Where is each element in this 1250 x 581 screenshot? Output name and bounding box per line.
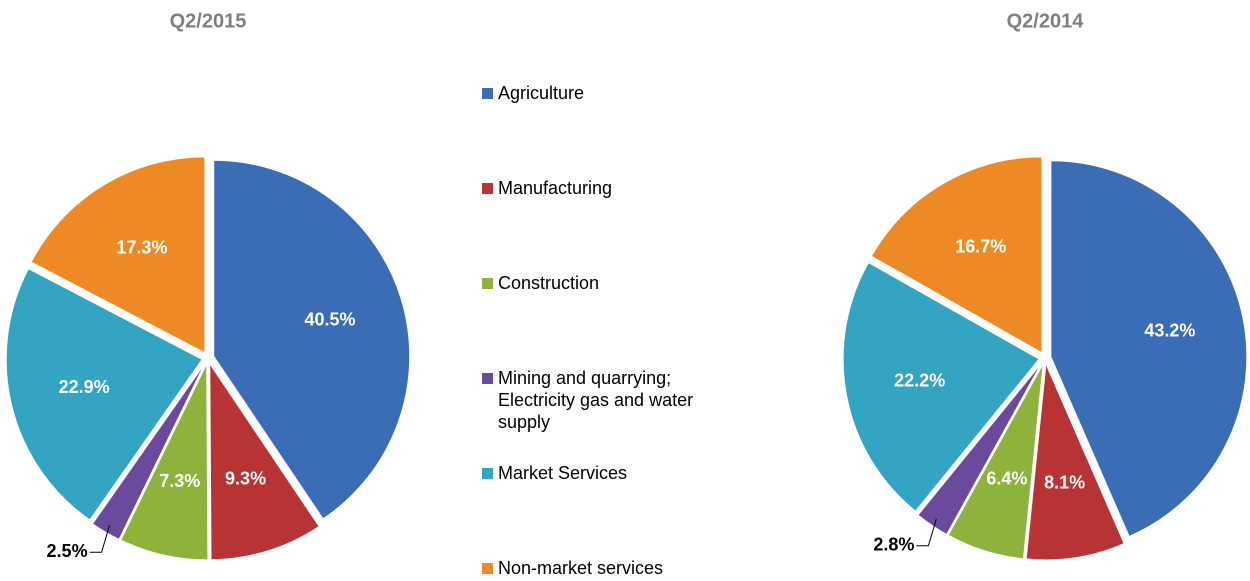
pie-slice (1025, 361, 1125, 561)
legend-swatch (482, 183, 493, 194)
legend-label: Agriculture (498, 83, 585, 103)
chart-title: Q2/2015 (170, 10, 247, 32)
pie-slice (870, 156, 1043, 354)
legend-item: Market Services (482, 462, 732, 484)
legend-swatch (482, 278, 493, 289)
leader-line (89, 525, 111, 553)
data-label: 8.1% (1044, 473, 1085, 493)
legend-label: Manufacturing (498, 178, 613, 198)
pie-slice (947, 363, 1044, 560)
legend-label: Mining and quarrying; Electricity gas an… (498, 368, 694, 432)
data-label: 2.5% (47, 541, 88, 561)
leader-line (916, 518, 937, 547)
legend-swatch (482, 88, 493, 99)
data-label: 22.9% (59, 377, 110, 397)
legend-item: Manufacturing (482, 177, 732, 199)
legend-swatch (482, 468, 493, 479)
legend-item: Mining and quarrying; Electricity gas an… (482, 367, 732, 433)
legend-label: Non-market services (498, 558, 664, 578)
data-label: 16.7% (955, 237, 1006, 257)
pie-slice (91, 362, 206, 541)
legend-item: Agriculture (482, 82, 732, 104)
data-label: 7.3% (159, 471, 200, 491)
data-label: 9.3% (225, 469, 266, 489)
legend-label: Market Services (498, 463, 628, 483)
chart-title: Q2/2014 (1007, 10, 1085, 32)
data-label: 43.2% (1144, 321, 1195, 341)
legend-label: Construction (498, 273, 600, 293)
legend-item: Construction (482, 272, 732, 294)
pie-slice (1050, 160, 1248, 538)
legend-swatch (482, 563, 493, 574)
data-label: 22.2% (894, 370, 945, 390)
pie-slice (5, 267, 203, 521)
legend-swatch (482, 373, 493, 384)
legend-item: Non-market services (482, 557, 732, 579)
data-label: 6.4% (986, 468, 1027, 488)
pie-slice (842, 261, 1040, 512)
pie-slice (209, 362, 320, 561)
pie-slice (30, 156, 206, 354)
pie-slice (917, 362, 1043, 536)
data-label: 17.3% (116, 238, 167, 258)
pie-slice (213, 159, 411, 520)
data-label: 40.5% (304, 310, 355, 330)
pie-slice (120, 363, 209, 561)
data-label: 2.8% (873, 534, 914, 554)
